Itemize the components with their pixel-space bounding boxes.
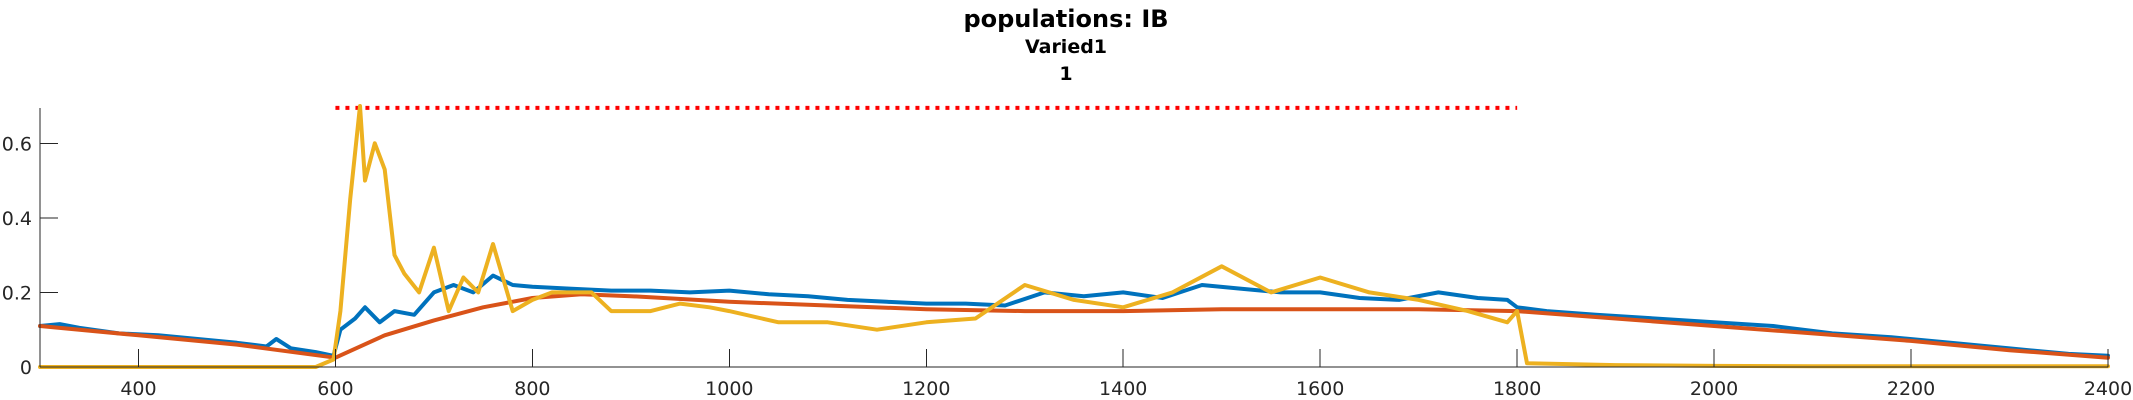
y-tick-label: 0.6 [2, 133, 32, 155]
series-line-3 [38, 104, 2110, 369]
x-tick-label: 1600 [1296, 378, 1344, 400]
series-line-1 [38, 273, 2110, 358]
x-tick-label: 800 [514, 378, 550, 400]
series-line-2 [38, 292, 2110, 360]
x-tick-label: 600 [317, 378, 353, 400]
y-tick-label: 0 [20, 357, 32, 379]
x-tick-label: 2000 [1690, 378, 1738, 400]
y-tick-label: 0.2 [2, 282, 32, 304]
x-tick-label: 400 [120, 378, 156, 400]
x-tick-label: 1800 [1493, 378, 1541, 400]
plot-area: 400 600 800 1000 1200 1400 1600 1800 2000 2200 240… [2, 104, 2132, 400]
x-tick-label: 1200 [902, 378, 950, 400]
series-layer [38, 104, 2110, 369]
ticks-layer: 400 600 800 1000 1200 1400 1600 1800 2000 2200 240… [2, 133, 2132, 400]
chart-subtitle-1: Varied1 [1025, 36, 1107, 58]
x-tick-label: 2400 [2084, 378, 2132, 400]
y-tick-label: 0.4 [2, 208, 32, 230]
chart-subtitle-2: 1 [1059, 63, 1072, 85]
x-tick-label: 1000 [705, 378, 753, 400]
chart-title: populations: IB [963, 5, 1168, 33]
x-tick-label: 1400 [1099, 378, 1147, 400]
x-tick-label: 2200 [1887, 378, 1935, 400]
